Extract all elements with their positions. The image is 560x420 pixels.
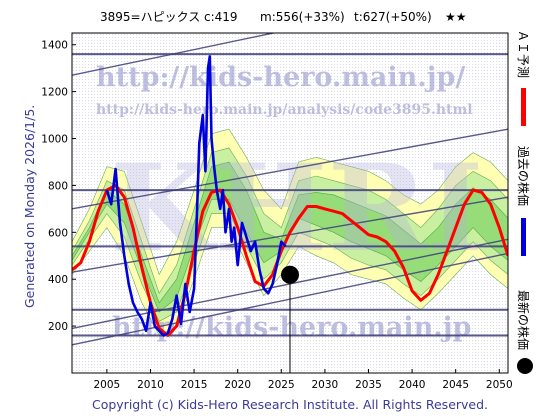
chart-title-code: 3895=ハピックス (100, 10, 200, 24)
watermark-url-main: http://kids-hero.main.jp/ (96, 62, 465, 93)
x-tick-label: 2035 (355, 379, 382, 391)
latest-price-marker (281, 265, 299, 373)
plot-area: KHRI http://kids-hero.main.jp/ http://ki… (72, 33, 508, 373)
legend-past-label: 過去の株価 (516, 146, 531, 206)
y-tick-label: 1000 (41, 134, 68, 146)
watermark-url-analysis: http://kids-hero.main.jp/analysis/code38… (96, 102, 473, 118)
x-axis-ticks: 2005 2010 2015 2020 2025 2030 2035 2040 2045 2050 (94, 369, 513, 391)
latest-price-dot (281, 265, 299, 284)
legend-forecast-label: ＡＩ予測 (516, 30, 530, 78)
series-line-forecast (72, 183, 508, 337)
watermarks: KHRI http://kids-hero.main.jp/ http://ki… (96, 62, 484, 343)
x-tick-label: 2015 (181, 379, 208, 391)
chart-title-target: t:627(+50%) (354, 10, 432, 24)
y-tick-label: 1200 (41, 87, 68, 99)
watermark-big: KHRI (110, 138, 484, 279)
series-lines (72, 55, 508, 337)
y-tick-label: 200 (48, 321, 68, 333)
legend-past-swatch (521, 218, 526, 256)
legend-latest-swatch (517, 358, 533, 374)
y-tick-label: 600 (48, 227, 68, 239)
legend-latest-label: 最新の株価 (516, 290, 531, 350)
watermark-url-bottom: http://kids-hero.main.jp (112, 312, 471, 343)
y-tick-label: 800 (48, 180, 68, 192)
y-tick-label: 400 (48, 274, 68, 286)
plot-frame (71, 32, 509, 374)
legend: ＡＩ予測 過去の株価 最新の株価 (516, 30, 533, 374)
legend-forecast-swatch (521, 88, 526, 126)
chart-title-mid: m:556(+33%) (260, 10, 345, 24)
trend-line (72, 128, 508, 210)
x-tick-label: 2040 (399, 379, 426, 391)
generated-date: Generated on Monday 2026/1/5. (22, 105, 37, 308)
band-inner (72, 161, 508, 313)
y-axis-ticks: 200 400 600 800 1000 1200 1400 (41, 40, 76, 333)
y-tick-label: 1400 (41, 40, 68, 52)
x-tick-label: 2045 (442, 379, 469, 391)
chart-title-stars: ★★ (445, 10, 467, 24)
chart-title-current: c:419 (204, 10, 238, 24)
x-tick-label: 2030 (312, 379, 339, 391)
trend-line (72, 33, 277, 76)
x-tick-label: 2020 (224, 379, 251, 391)
x-tick-label: 2025 (268, 379, 295, 391)
series-line-past (105, 55, 287, 337)
x-tick-label: 2050 (486, 379, 513, 391)
x-tick-label: 2010 (137, 379, 164, 391)
copyright: Copyright (c) Kids-Hero Research Institu… (92, 397, 488, 412)
x-tick-label: 2005 (94, 379, 121, 391)
